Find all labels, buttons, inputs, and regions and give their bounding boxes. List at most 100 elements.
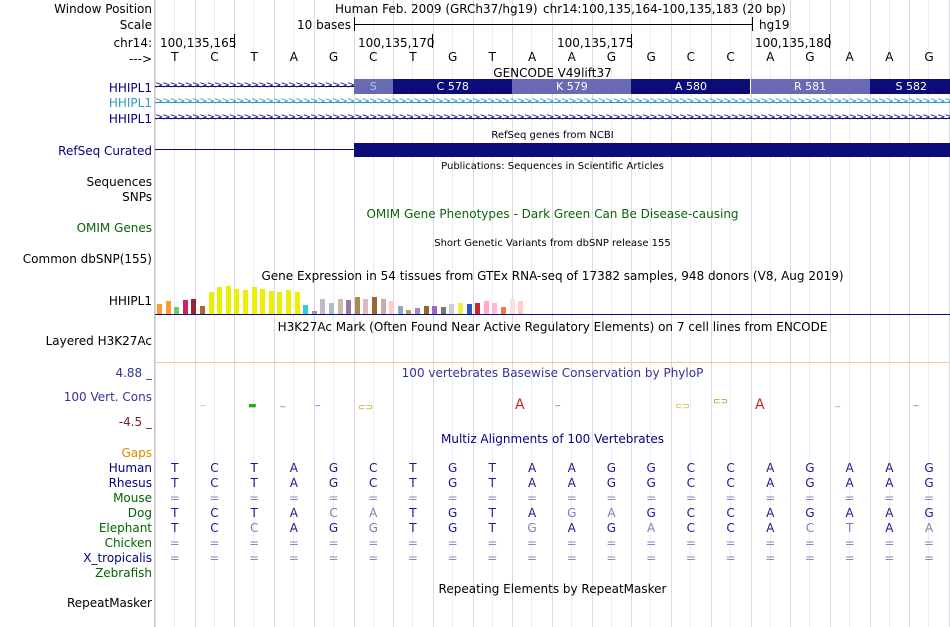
codon-block[interactable]: K 579: [512, 79, 632, 94]
gtex-tissue-bar[interactable]: [277, 292, 283, 314]
aligned-base: =: [566, 536, 577, 550]
codon-block[interactable]: S: [353, 79, 394, 94]
gtex-tissue-bar[interactable]: [501, 307, 506, 314]
species-label[interactable]: Elephant: [98, 521, 152, 535]
repeatmasker-label[interactable]: RepeatMasker: [66, 596, 152, 610]
gencode-row3-arrows[interactable]: >>>>>>>>>>>>>>>>>>>>>>>>>>>>>>>>>>>>>>>>…: [155, 113, 950, 123]
grid-line: [274, 0, 275, 627]
gtex-tissue-bar[interactable]: [415, 308, 420, 314]
gtex-tissue-bar[interactable]: [372, 297, 377, 314]
gtex-tissue-bar[interactable]: [475, 303, 481, 314]
gtex-tissue-bar[interactable]: [303, 305, 309, 314]
gtex-tissue-bar[interactable]: [268, 291, 274, 314]
gtex-tissue-bar[interactable]: [311, 311, 317, 314]
gtex-bar-chart[interactable]: [155, 284, 555, 314]
ruler-tick-label: 100,135,180: [755, 36, 832, 50]
omim-label[interactable]: OMIM Genes: [76, 221, 152, 235]
gtex-tissue-bar[interactable]: [380, 299, 386, 314]
gtex-tissue-bar[interactable]: [406, 310, 412, 314]
gtex-tissue-bar[interactable]: [397, 306, 403, 314]
aligned-base: =: [328, 491, 339, 505]
gtex-tissue-bar[interactable]: [423, 306, 429, 314]
gtex-tissue-bar[interactable]: [294, 292, 300, 314]
scale-text: 10 bases: [297, 18, 351, 32]
gtex-tissue-bar[interactable]: [243, 290, 248, 314]
codon-block[interactable]: C 578: [393, 79, 513, 94]
gtex-tissue-bar[interactable]: [260, 289, 266, 314]
gtex-tissue-bar[interactable]: [492, 303, 498, 314]
grid-line: [711, 0, 712, 627]
gtex-tissue-bar[interactable]: [329, 303, 334, 314]
gtex-tissue-bar[interactable]: [182, 300, 188, 314]
codon-block[interactable]: A 580: [631, 79, 751, 94]
gtex-tissue-bar[interactable]: [432, 306, 438, 314]
gtex-tissue-bar[interactable]: [286, 290, 291, 314]
track-image[interactable]: Human Feb. 2009 (GRCh37/hg19) chr14:100,…: [155, 0, 950, 627]
gtex-tissue-bar[interactable]: [217, 287, 223, 314]
gtex-tissue-bar[interactable]: [225, 286, 231, 314]
gtex-tissue-bar[interactable]: [458, 303, 463, 314]
grid-line: [214, 0, 215, 627]
gtex-tissue-bar[interactable]: [337, 299, 343, 314]
species-label[interactable]: Human: [108, 461, 152, 475]
gencode-row-label-2[interactable]: HHIPL1: [108, 96, 152, 110]
dna-base: G: [447, 50, 458, 64]
gaps-label[interactable]: Gaps: [121, 446, 152, 460]
aligned-base: =: [685, 491, 696, 505]
refseq-exon[interactable]: [354, 143, 950, 157]
aligned-base: =: [646, 491, 657, 505]
gtex-tissue-bar[interactable]: [483, 301, 489, 314]
aligned-base: C: [686, 461, 696, 475]
cons-glyph: ‒: [200, 401, 206, 411]
aligned-base: T: [171, 461, 179, 475]
gtex-tissue-bar[interactable]: [518, 301, 524, 314]
h3k27ac-label[interactable]: Layered H3K27Ac: [45, 334, 152, 348]
dna-base: C: [726, 50, 735, 64]
aligned-base: G: [527, 521, 537, 535]
gtex-tissue-bar[interactable]: [509, 299, 515, 314]
gencode-row-label-1[interactable]: HHIPL1: [108, 81, 152, 95]
gtex-tissue-bar[interactable]: [234, 289, 240, 314]
gtex-tissue-bar[interactable]: [165, 301, 171, 314]
species-label[interactable]: Chicken: [104, 536, 152, 550]
dbsnp-label[interactable]: Common dbSNP(155): [22, 252, 152, 266]
sequences-label[interactable]: Sequences: [86, 175, 152, 189]
gencode-row-label-3[interactable]: HHIPL1: [108, 112, 152, 126]
species-label[interactable]: Zebrafish: [95, 566, 152, 580]
aligned-base: =: [566, 491, 577, 505]
species-label[interactable]: Dog: [127, 506, 152, 520]
cons-label[interactable]: 100 Vert. Cons: [63, 390, 152, 404]
gtex-tissue-bar[interactable]: [157, 304, 162, 314]
gtex-tissue-bar[interactable]: [174, 307, 180, 314]
aligned-base: A: [766, 461, 775, 475]
aligned-base: T: [488, 506, 497, 520]
ruler-tick: [631, 34, 632, 48]
gtex-tissue-bar[interactable]: [466, 304, 472, 314]
gtex-tissue-bar[interactable]: [440, 307, 446, 314]
refseq-label[interactable]: RefSeq Curated: [58, 144, 152, 158]
gtex-tissue-bar[interactable]: [354, 297, 360, 314]
gtex-tissue-bar[interactable]: [363, 299, 369, 314]
gencode-row2-arrows[interactable]: >>>>>>>>>>>>>>>>>>>>>>>>>>>>>>>>>>>>>>>>…: [155, 97, 950, 107]
gtex-tissue-bar[interactable]: [320, 299, 326, 314]
gtex-tissue-bar[interactable]: [389, 301, 395, 314]
assembly-title: Human Feb. 2009 (GRCh37/hg19): [335, 2, 538, 16]
gtex-tissue-bar[interactable]: [346, 300, 352, 314]
gtex-label[interactable]: HHIPL1: [108, 294, 152, 308]
species-label[interactable]: Mouse: [113, 491, 152, 505]
scale-bar-right: [752, 17, 753, 31]
snps-label[interactable]: SNPs: [122, 190, 152, 204]
species-label[interactable]: X_tropicalis: [83, 551, 152, 565]
gtex-title: Gene Expression in 54 tissues from GTEx …: [261, 269, 844, 283]
codon-block[interactable]: R 581: [750, 79, 870, 94]
codon-block[interactable]: S 582: [869, 79, 950, 94]
aligned-base: G: [606, 476, 617, 490]
gtex-tissue-bar[interactable]: [200, 306, 205, 314]
aligned-base: G: [805, 461, 815, 475]
gtex-tissue-bar[interactable]: [251, 287, 257, 314]
gtex-tissue-bar[interactable]: [449, 304, 455, 314]
gtex-tissue-bar[interactable]: [208, 292, 214, 314]
aligned-base: A: [369, 506, 378, 520]
gtex-tissue-bar[interactable]: [191, 299, 197, 314]
species-label[interactable]: Rhesus: [108, 476, 152, 490]
